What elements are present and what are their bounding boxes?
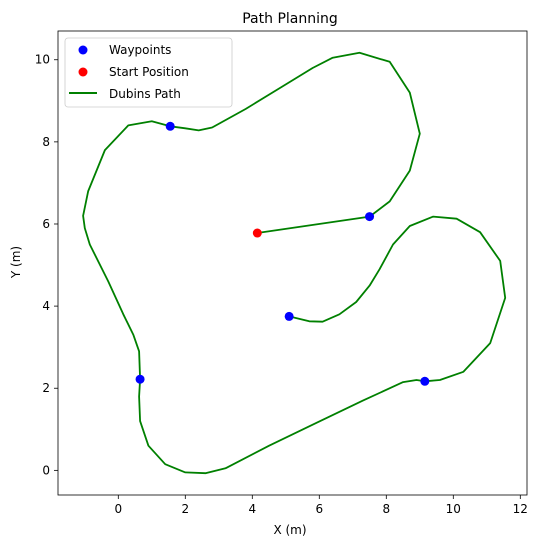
x-tick-label: 0 bbox=[114, 502, 122, 516]
start-position-marker bbox=[253, 229, 262, 238]
x-axis-ticks: 0 2 4 6 8 10 12 bbox=[114, 495, 527, 516]
x-tick-label: 2 bbox=[181, 502, 189, 516]
x-tick-label: 6 bbox=[315, 502, 323, 516]
x-tick-label: 4 bbox=[248, 502, 256, 516]
waypoints-marker bbox=[420, 377, 429, 386]
x-tick-label: 10 bbox=[446, 502, 461, 516]
waypoints-marker bbox=[285, 312, 294, 321]
y-axis-label: Y (m) bbox=[9, 246, 23, 279]
y-tick-label: 2 bbox=[42, 381, 50, 395]
legend-label-start: Start Position bbox=[109, 65, 189, 79]
y-tick-label: 10 bbox=[35, 53, 50, 67]
x-tick-label: 8 bbox=[382, 502, 390, 516]
y-tick-label: 4 bbox=[42, 299, 50, 313]
waypoints-marker bbox=[365, 212, 374, 221]
legend-label-waypoints: Waypoints bbox=[109, 43, 171, 57]
legend-label-path: Dubins Path bbox=[109, 87, 181, 101]
x-axis-label: X (m) bbox=[273, 523, 306, 537]
x-tick-label: 12 bbox=[513, 502, 528, 516]
y-axis-ticks: 0 2 4 6 8 10 bbox=[35, 53, 58, 478]
legend-marker-waypoints bbox=[79, 46, 88, 55]
chart-title: Path Planning bbox=[242, 11, 338, 27]
legend-marker-start bbox=[79, 68, 88, 77]
waypoints-marker bbox=[136, 375, 145, 384]
waypoints-marker bbox=[166, 122, 175, 131]
legend: Waypoints Start Position Dubins Path bbox=[65, 38, 232, 107]
y-tick-label: 6 bbox=[42, 217, 50, 231]
y-tick-label: 8 bbox=[42, 135, 50, 149]
y-tick-label: 0 bbox=[42, 463, 50, 477]
